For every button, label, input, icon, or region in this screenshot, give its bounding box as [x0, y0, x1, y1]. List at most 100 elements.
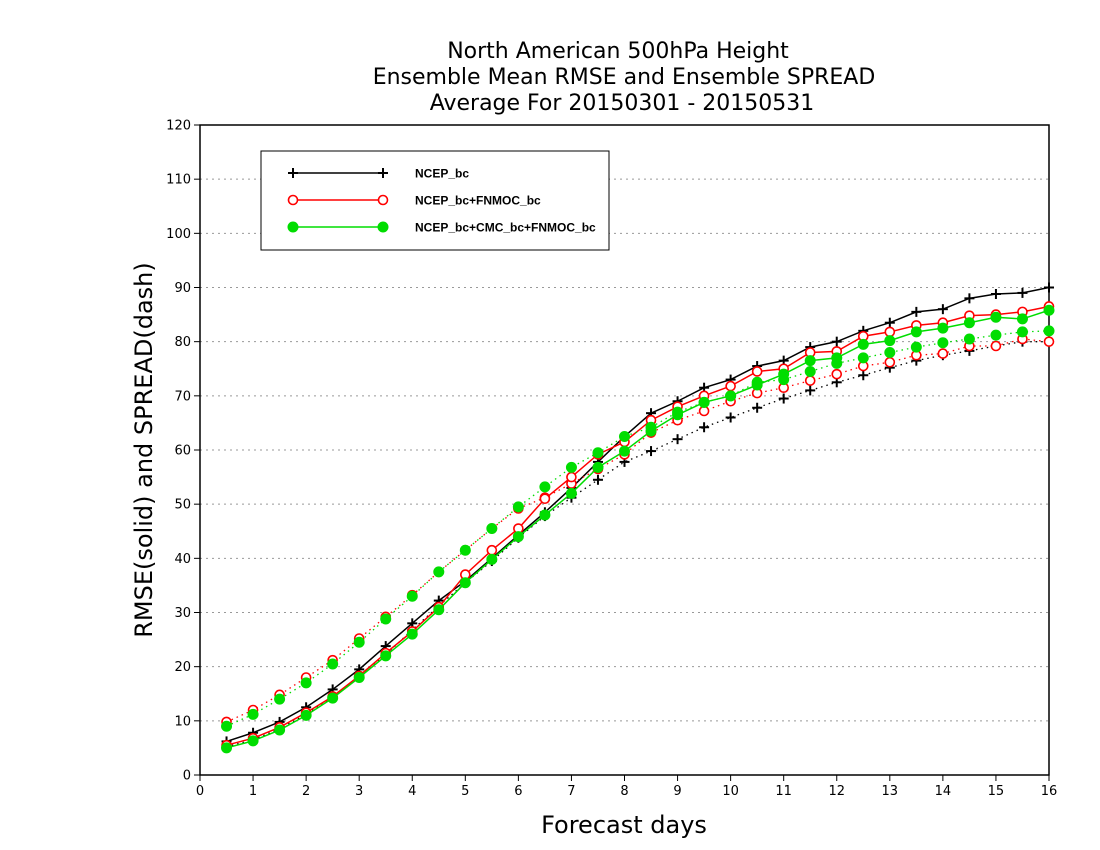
y-tick-label-110: 110 [166, 173, 191, 188]
rmse-point-ncep-bc-cmc-bc-fnmoc-bc [592, 461, 604, 473]
rmse-point-ncep-bc-cmc-bc-fnmoc-bc [486, 553, 498, 565]
rmse-point-ncep-bc-cmc-bc-fnmoc-bc [937, 322, 949, 334]
spread-point-ncep-bc-cmc-bc-fnmoc-bc [300, 677, 312, 689]
spread-point-ncep-bc [672, 434, 683, 445]
rmse-point-ncep-bc-fnmoc-bc [751, 366, 763, 377]
y-tick-label-90: 90 [174, 281, 191, 296]
legend-marker-ncep-bc [288, 168, 298, 178]
spread-point-ncep-bc-cmc-bc-fnmoc-bc [406, 590, 418, 602]
spread-point-ncep-bc-cmc-bc-fnmoc-bc [990, 329, 1002, 341]
y-tick-label-70: 70 [174, 389, 191, 404]
rmse-point-ncep-bc-cmc-bc-fnmoc-bc [406, 628, 418, 640]
spread-point-ncep-bc-fnmoc-bc [831, 368, 843, 380]
spread-line-ncep-bc-cmc-bc-fnmoc-bc [226, 330, 1050, 727]
legend-box [260, 150, 610, 251]
x-tick-label-9: 9 [673, 784, 681, 799]
spread-point-ncep-bc [592, 474, 603, 485]
rmse-point-ncep-bc-cmc-bc-fnmoc-bc [327, 692, 339, 704]
rmse-point-ncep-bc-cmc-bc-fnmoc-bc [857, 338, 869, 350]
x-axis-label: Forecast days [541, 811, 707, 839]
rmse-point-ncep-bc-cmc-bc-fnmoc-bc [778, 368, 790, 380]
legend-marker-ncep-bc-fnmoc-bc [287, 194, 299, 206]
rmse-point-ncep-bc-cmc-bc-fnmoc-bc [512, 531, 524, 543]
rmse-point-ncep-bc-cmc-bc-fnmoc-bc [884, 335, 896, 347]
spread-point-ncep-bc-cmc-bc-fnmoc-bc [804, 365, 816, 377]
spread-point-ncep-bc-cmc-bc-fnmoc-bc [433, 566, 445, 578]
legend-label-ncep-bc: NCEP_bc [415, 167, 469, 181]
rmse-point-ncep-bc-cmc-bc-fnmoc-bc [221, 742, 233, 754]
spread-point-ncep-bc-cmc-bc-fnmoc-bc [486, 523, 498, 535]
spread-line-ncep-bc-fnmoc-bc [226, 338, 1050, 723]
spread-point-ncep-bc [752, 402, 763, 413]
rmse-point-ncep-bc-cmc-bc-fnmoc-bc [645, 425, 657, 437]
rmse-point-ncep-bc-cmc-bc-fnmoc-bc [300, 709, 312, 721]
series-ncep-bc-fnmoc-bc [221, 301, 1055, 751]
spread-point-ncep-bc-cmc-bc-fnmoc-bc [1016, 326, 1028, 338]
spread-point-ncep-bc-cmc-bc-fnmoc-bc [592, 447, 604, 459]
rmse-point-ncep-bc-cmc-bc-fnmoc-bc [831, 352, 843, 364]
rmse-point-ncep-bc-fnmoc-bc [539, 493, 551, 505]
legend: NCEP_bc NCEP_bc+FNMOC_bc NCEP_bc+CMC_bc+FN… [260, 150, 610, 251]
legend-label-ncep-bc-fnmoc-bc: NCEP_bc+FNMOC_bc [415, 194, 541, 208]
y-tick-label-60: 60 [174, 444, 191, 459]
spread-point-ncep-bc-fnmoc-bc [804, 375, 816, 386]
x-tick-label-15: 15 [988, 784, 1005, 799]
rmse-point-ncep-bc-cmc-bc-fnmoc-bc [725, 390, 737, 402]
x-tick-label-5: 5 [461, 784, 469, 799]
spread-point-ncep-bc-cmc-bc-fnmoc-bc [539, 481, 551, 493]
spread-point-ncep-bc-fnmoc-bc [1043, 336, 1055, 347]
rmse-point-ncep-bc [884, 317, 895, 328]
spread-point-ncep-bc-cmc-bc-fnmoc-bc [884, 347, 896, 358]
spread-point-ncep-bc-fnmoc-bc [937, 348, 949, 359]
rmse-point-ncep-bc-cmc-bc-fnmoc-bc [910, 326, 922, 338]
rmse-point-ncep-bc [1017, 287, 1028, 298]
rmse-line-ncep-bc [226, 286, 1050, 743]
spread-line-ncep-bc [226, 341, 1049, 748]
rmse-point-ncep-bc-cmc-bc-fnmoc-bc [247, 735, 259, 747]
rmse-point-ncep-bc-cmc-bc-fnmoc-bc [698, 396, 710, 408]
rmse-point-ncep-bc-cmc-bc-fnmoc-bc [274, 724, 286, 736]
y-tick-label-40: 40 [174, 552, 191, 567]
spread-point-ncep-bc [725, 412, 736, 423]
spread-point-ncep-bc-cmc-bc-fnmoc-bc [937, 337, 949, 349]
y-tick-label-10: 10 [174, 714, 191, 729]
spread-point-ncep-bc-fnmoc-bc [990, 340, 1002, 352]
legend-marker-ncep-bc [378, 168, 388, 178]
rmse-point-ncep-bc-cmc-bc-fnmoc-bc [751, 379, 763, 391]
x-tick-label-2: 2 [302, 784, 310, 799]
rmse-point-ncep-bc [964, 293, 975, 304]
spread-point-ncep-bc-cmc-bc-fnmoc-bc [1043, 325, 1055, 337]
rmse-point-ncep-bc-cmc-bc-fnmoc-bc [1043, 304, 1055, 316]
rmse-point-ncep-bc-cmc-bc-fnmoc-bc [804, 355, 816, 367]
y-tick-label-50: 50 [174, 498, 191, 513]
rmse-point-ncep-bc [831, 336, 842, 347]
series-layer [221, 282, 1055, 754]
spread-point-ncep-bc-fnmoc-bc [698, 405, 710, 417]
spread-point-ncep-bc [778, 393, 789, 404]
spread-point-ncep-bc-cmc-bc-fnmoc-bc [910, 341, 922, 353]
spread-point-ncep-bc [646, 446, 657, 457]
rmse-point-ncep-bc-cmc-bc-fnmoc-bc [433, 604, 445, 616]
spread-point-ncep-bc-fnmoc-bc [884, 356, 896, 368]
spread-point-ncep-bc [858, 370, 869, 381]
legend-entry-ncep-bc-cmc-bc-fnmoc-bc: NCEP_bc+CMC_bc+FNMOC_bc [287, 221, 596, 235]
x-tick-label-7: 7 [567, 784, 575, 799]
legend-label-ncep-bc-cmc-bc-fnmoc-bc: NCEP_bc+CMC_bc+FNMOC_bc [415, 221, 596, 235]
chart-title-line-2: Ensemble Mean RMSE and Ensemble SPREAD [373, 65, 876, 90]
x-tick-label-3: 3 [355, 784, 363, 799]
rmse-point-ncep-bc-cmc-bc-fnmoc-bc [963, 317, 975, 329]
x-tick-label-8: 8 [620, 784, 628, 799]
y-tick-label-80: 80 [174, 335, 191, 350]
rmse-line-ncep-bc-fnmoc-bc [226, 305, 1050, 746]
rmse-point-ncep-bc-fnmoc-bc [725, 380, 736, 392]
y-tick-label-100: 100 [166, 227, 191, 242]
rmse-point-ncep-bc-cmc-bc-fnmoc-bc [565, 487, 577, 499]
spread-point-ncep-bc-cmc-bc-fnmoc-bc [353, 636, 365, 648]
rmse-point-ncep-bc [937, 304, 948, 315]
series-ncep-bc-cmc-bc-fnmoc-bc [221, 304, 1055, 754]
x-tick-label-6: 6 [514, 784, 522, 799]
chart-title-line-1: North American 500hPa Height [447, 39, 789, 64]
legend-marker-ncep-bc-cmc-bc-fnmoc-bc [287, 221, 299, 233]
